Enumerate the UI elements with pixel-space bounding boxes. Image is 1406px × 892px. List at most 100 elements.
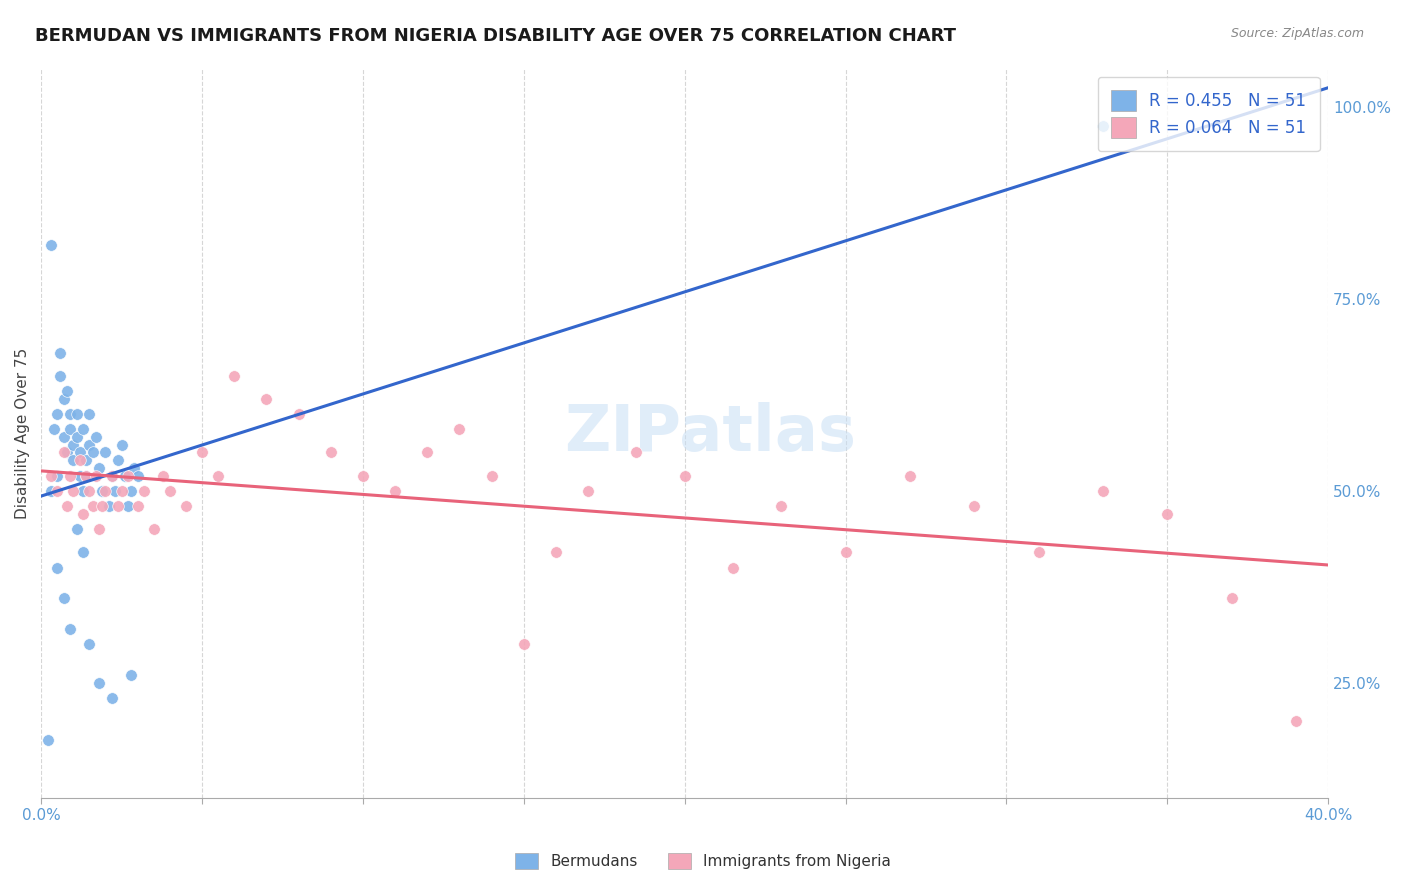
Point <box>72 483 94 498</box>
Point <box>91 500 114 514</box>
Point <box>107 500 129 514</box>
Point <box>72 422 94 436</box>
Point <box>87 522 110 536</box>
Point <box>120 483 142 498</box>
Point <box>84 430 107 444</box>
Point <box>110 438 132 452</box>
Point <box>39 468 62 483</box>
Point <box>75 468 97 483</box>
Point <box>1156 507 1178 521</box>
Point <box>673 468 696 483</box>
Point <box>963 500 986 514</box>
Point <box>91 483 114 498</box>
Point <box>127 500 149 514</box>
Point <box>87 460 110 475</box>
Point <box>834 545 856 559</box>
Point <box>626 445 648 459</box>
Point <box>94 483 117 498</box>
Point <box>191 445 214 459</box>
Point <box>132 483 155 498</box>
Point <box>82 445 104 459</box>
Point <box>481 468 503 483</box>
Point <box>37 733 59 747</box>
Point <box>117 468 139 483</box>
Point <box>52 430 75 444</box>
Point <box>59 422 82 436</box>
Point <box>1091 119 1114 133</box>
Point <box>42 422 65 436</box>
Point <box>65 522 87 536</box>
Point <box>101 468 124 483</box>
Point <box>770 500 793 514</box>
Point <box>59 468 82 483</box>
Point <box>721 560 744 574</box>
Point <box>75 453 97 467</box>
Point <box>254 392 277 406</box>
Text: BERMUDAN VS IMMIGRANTS FROM NIGERIA DISABILITY AGE OVER 75 CORRELATION CHART: BERMUDAN VS IMMIGRANTS FROM NIGERIA DISA… <box>35 27 956 45</box>
Point <box>124 460 146 475</box>
Point <box>1091 483 1114 498</box>
Point <box>84 468 107 483</box>
Point <box>319 445 342 459</box>
Point <box>114 468 136 483</box>
Point <box>79 438 101 452</box>
Point <box>107 453 129 467</box>
Point <box>59 407 82 421</box>
Point <box>69 445 91 459</box>
Text: Source: ZipAtlas.com: Source: ZipAtlas.com <box>1230 27 1364 40</box>
Point <box>79 483 101 498</box>
Point <box>72 545 94 559</box>
Point <box>416 445 439 459</box>
Point <box>544 545 567 559</box>
Point <box>97 500 120 514</box>
Point <box>87 676 110 690</box>
Point <box>39 238 62 252</box>
Point <box>110 483 132 498</box>
Point <box>59 622 82 636</box>
Point <box>384 483 406 498</box>
Point <box>152 468 174 483</box>
Point <box>62 438 84 452</box>
Y-axis label: Disability Age Over 75: Disability Age Over 75 <box>15 348 30 519</box>
Point <box>287 407 309 421</box>
Point <box>65 430 87 444</box>
Point <box>52 445 75 459</box>
Point <box>513 638 536 652</box>
Point <box>174 500 197 514</box>
Point <box>75 468 97 483</box>
Point <box>1028 545 1050 559</box>
Point <box>46 560 69 574</box>
Point <box>127 468 149 483</box>
Point <box>224 368 246 383</box>
Point <box>52 591 75 606</box>
Point <box>79 407 101 421</box>
Point <box>46 407 69 421</box>
Point <box>94 445 117 459</box>
Text: ZIPatlas: ZIPatlas <box>564 402 856 465</box>
Point <box>62 483 84 498</box>
Point <box>56 500 79 514</box>
Point <box>104 483 127 498</box>
Point <box>101 691 124 706</box>
Point <box>352 468 374 483</box>
Point <box>1220 591 1243 606</box>
Point <box>69 453 91 467</box>
Point <box>49 368 72 383</box>
Point <box>65 407 87 421</box>
Point <box>39 483 62 498</box>
Point <box>449 422 471 436</box>
Point <box>117 500 139 514</box>
Point <box>56 384 79 398</box>
Point <box>207 468 229 483</box>
Point <box>79 638 101 652</box>
Point <box>69 468 91 483</box>
Point <box>46 468 69 483</box>
Point <box>159 483 181 498</box>
Point <box>52 392 75 406</box>
Point <box>576 483 599 498</box>
Point <box>898 468 921 483</box>
Point <box>142 522 165 536</box>
Legend: Bermudans, Immigrants from Nigeria: Bermudans, Immigrants from Nigeria <box>509 847 897 875</box>
Point <box>56 445 79 459</box>
Point <box>72 507 94 521</box>
